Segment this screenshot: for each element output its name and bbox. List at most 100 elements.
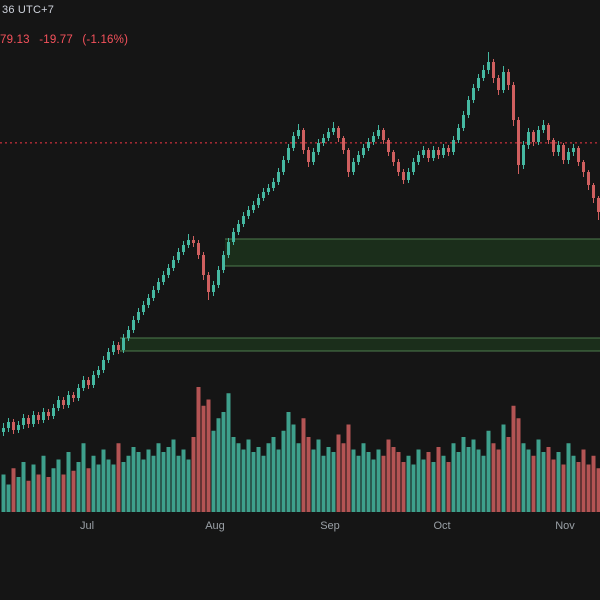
volume-bar [436,447,441,512]
x-axis-label-sep[interactable]: Sep [320,520,340,532]
volume-bar [146,449,151,512]
volume-bar [371,459,376,512]
volume-bar [411,464,416,512]
candle-down [397,162,400,172]
volume-bar [516,418,521,512]
candle-up [287,148,290,160]
x-axis-label-nov[interactable]: Nov [555,520,575,532]
volume-bar [321,455,326,512]
volume-bar [456,452,461,512]
candle-up [162,275,165,282]
candle-up [177,252,180,260]
volume-bar [11,468,16,512]
volume-bar [316,439,321,512]
candle-down [562,145,565,160]
candle-down [382,130,385,140]
candle-up [522,145,525,165]
candle-up [297,130,300,136]
candle-up [452,140,455,152]
volume-bar [116,443,121,512]
volume-bar [301,418,306,512]
volume-bar [471,439,476,512]
candle-up [537,130,540,142]
volume-bar [501,424,506,512]
volume-bar [591,455,596,512]
volume-bar [61,474,66,512]
volume-bar [376,449,381,512]
x-axis-label-jul[interactable]: Jul [80,520,94,532]
candle-down [197,243,200,255]
candle-up [22,418,25,425]
volume-bar [91,455,96,512]
x-axis-label-aug[interactable]: Aug [205,520,225,532]
candle-up [432,150,435,158]
volume-bar [386,439,391,512]
candle-up [242,216,245,224]
candle-up [182,245,185,252]
volume-bar [106,459,111,512]
volume-bar [356,455,361,512]
candle-up [172,260,175,268]
candle-up [317,143,320,152]
candle-down [392,152,395,162]
candle-down [402,172,405,180]
volume-bar [496,449,501,512]
candle-up [272,182,275,188]
volume-bar [486,430,491,512]
candle-down [302,130,305,150]
candle-up [67,395,70,405]
volume-bar [306,437,311,512]
volume-bar [6,484,11,512]
candle-up [332,128,335,132]
candle-up [107,352,110,360]
volume-bar [476,449,481,512]
volume-bar [166,447,171,512]
volume-bar [341,443,346,512]
candle-up [152,290,155,298]
candle-down [202,255,205,275]
volume-bar [101,449,106,512]
volume-bar [66,452,71,512]
volume-bar [506,437,511,512]
volume-bar [366,452,371,512]
volume-bar [546,447,551,512]
volume-bar [16,477,21,512]
volume-bar [431,462,436,512]
volume-bar [521,443,526,512]
volume-bar [531,455,536,512]
volume-bar [441,455,446,512]
volume-bar [446,462,451,512]
volume-bar [206,399,211,512]
candle-up [97,370,100,375]
volume-bar [346,424,351,512]
candle-up [467,100,470,115]
volume-bar [211,430,216,512]
volume-bar [511,405,516,512]
volume-bar [251,452,256,512]
candle-up [92,375,95,385]
candle-up [367,142,370,148]
candle-up [362,148,365,155]
volume-bar [276,449,281,512]
volume-bar [236,443,241,512]
volume-bar [231,437,236,512]
candle-up [357,155,360,162]
candle-up [2,428,5,432]
volume-bar [136,452,141,512]
candle-down [337,128,340,138]
candle-down [517,120,520,165]
volume-bar [56,459,61,512]
candle-up [247,210,250,216]
volume-bar [81,443,86,512]
candle-up [102,360,105,370]
candle-down [37,415,40,420]
x-axis-label-oct[interactable]: Oct [433,520,450,532]
volume-bar [131,447,136,512]
volume-bar [421,459,426,512]
volume-bar [331,452,336,512]
volume-bar [1,474,6,512]
candle-up [282,160,285,172]
volume-bar [581,449,586,512]
candle-up [322,138,325,143]
